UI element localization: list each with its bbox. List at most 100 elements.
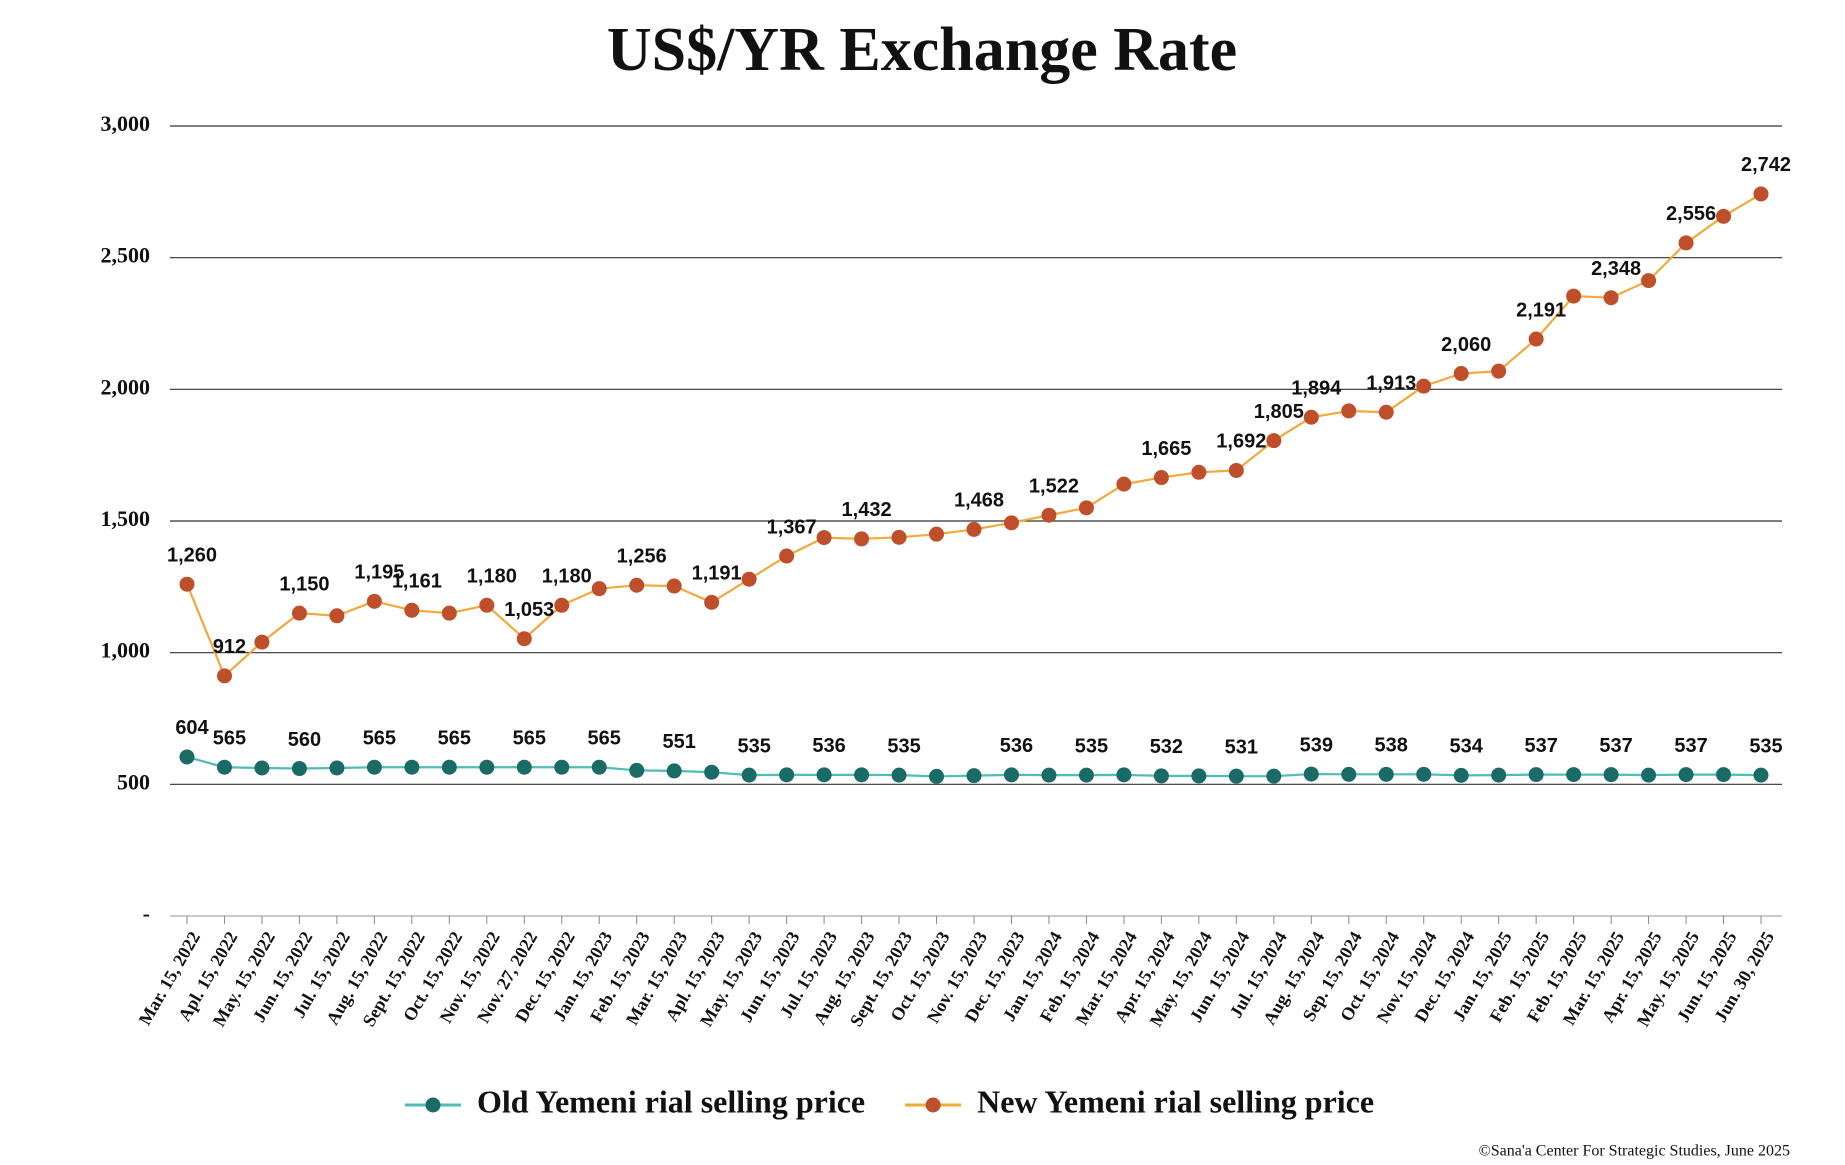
point [1528,767,1544,783]
point [1416,378,1432,394]
data-label: 2,556 [1666,203,1716,225]
data-label: 531 [1225,736,1258,758]
data-label: 537 [1524,735,1557,757]
data-label: 539 [1300,734,1333,756]
point [1753,767,1769,783]
data-label: 535 [1075,735,1108,757]
point [1716,767,1732,783]
point [1266,433,1282,449]
point [591,581,607,597]
point [1678,235,1694,251]
point [666,578,682,594]
point [1041,507,1057,523]
point [629,762,645,778]
point [966,521,982,537]
data-label: 532 [1150,736,1183,758]
point [179,576,195,592]
point [1491,767,1507,783]
data-label: 1,161 [392,571,442,593]
data-label: 1,665 [1141,438,1191,460]
point [329,608,345,624]
point [1003,767,1019,783]
data-label: 534 [1450,736,1484,758]
point [1453,767,1469,783]
source: ©Sana'a Center For Strategic Studies, Ju… [1479,1143,1790,1160]
point [779,767,795,783]
data-label: 536 [812,735,845,757]
point [1266,768,1282,784]
point [441,605,457,621]
point [891,767,907,783]
point [1566,288,1582,304]
point [1416,766,1432,782]
point [1041,767,1057,783]
point [929,526,945,542]
point [1303,766,1319,782]
point [291,761,307,777]
point [666,763,682,779]
point [1191,768,1207,784]
point [854,531,870,547]
data-label: 551 [663,731,696,753]
data-label: 1,260 [167,544,217,566]
point [966,768,982,784]
point [891,529,907,545]
point [554,759,570,775]
data-label: 565 [588,727,621,749]
data-label: 1,367 [767,516,817,538]
data-label: 1,053 [504,599,554,621]
point [704,764,720,780]
point [741,571,757,587]
chart-title: US$/YR Exchange Rate [607,16,1237,84]
y-tick-label: - [143,901,150,926]
data-label: 2,742 [1741,154,1791,176]
point [929,768,945,784]
point [366,593,382,609]
data-label: 1,805 [1254,401,1304,423]
point [179,749,195,765]
point [554,597,570,613]
point [1191,464,1207,480]
data-label: 538 [1375,735,1408,757]
point [1153,768,1169,784]
data-label: 535 [887,735,920,757]
point [1153,470,1169,486]
point [404,602,420,618]
point [216,668,232,684]
data-label: 2,191 [1516,299,1566,321]
point [1078,767,1094,783]
data-label: 1,468 [954,490,1004,512]
point [816,767,832,783]
point [1378,766,1394,782]
point [1716,208,1732,224]
point [516,631,532,647]
point [1341,766,1357,782]
point [1603,767,1619,783]
point [479,759,495,775]
data-label: 1,256 [617,546,667,568]
point [254,760,270,776]
legend-label: New Yemeni rial selling price [977,1083,1374,1119]
point [1228,768,1244,784]
data-label: 535 [1749,735,1782,757]
point [1078,500,1094,516]
point [629,577,645,593]
point [1528,331,1544,347]
point [779,548,795,564]
data-label: 604 [175,717,209,739]
point [1003,515,1019,531]
point [1116,476,1132,492]
data-label: 1,692 [1216,431,1266,453]
y-tick-label: 2,000 [101,374,151,399]
data-label: 1,894 [1291,378,1342,400]
point [591,759,607,775]
point [1753,186,1769,202]
point [366,759,382,775]
point [1566,767,1582,783]
data-label: 565 [513,727,546,749]
point [1641,767,1657,783]
point [1341,403,1357,419]
data-label: 560 [288,729,321,751]
point [404,759,420,775]
